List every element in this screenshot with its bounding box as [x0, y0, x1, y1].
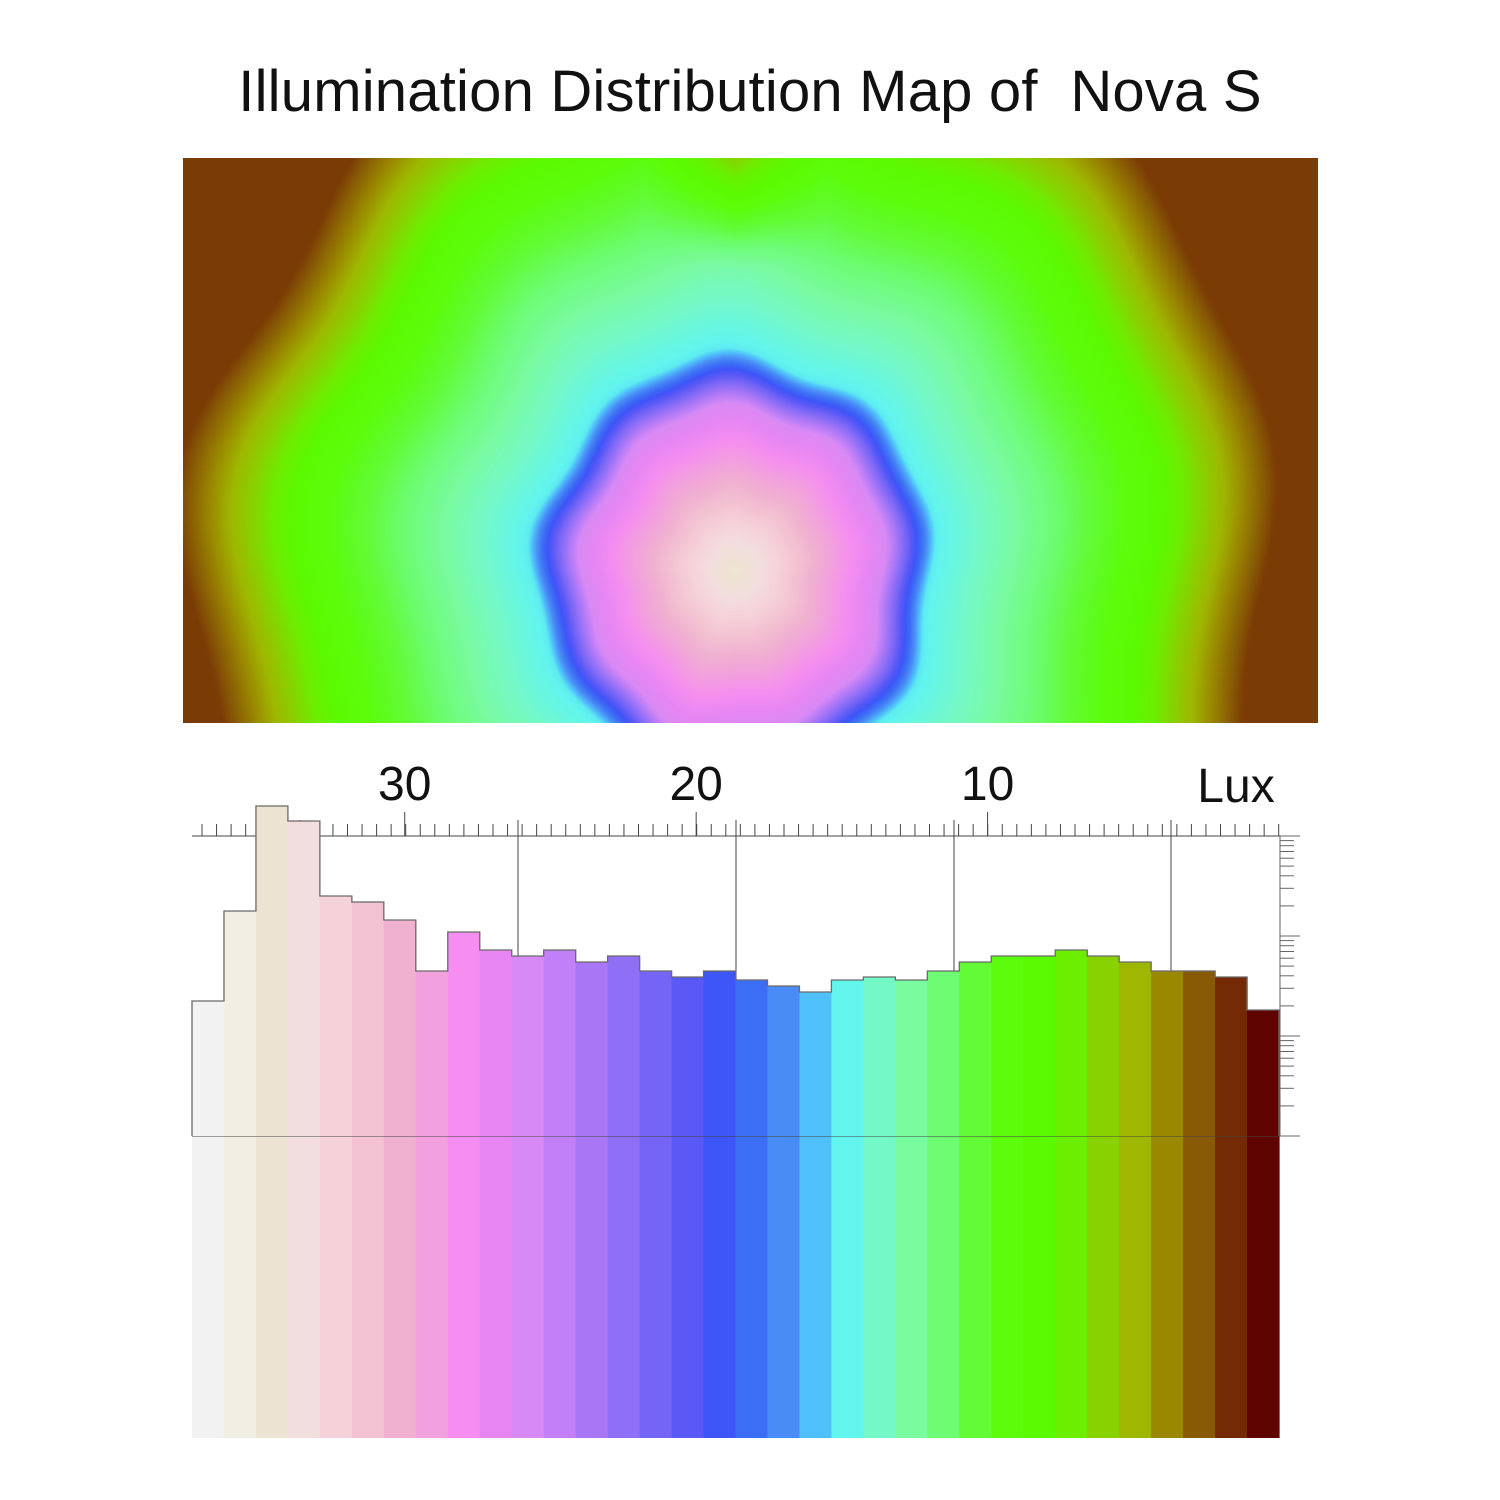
- color-scale-block: [767, 1136, 801, 1438]
- histogram-bin: [255, 806, 289, 1136]
- x-tick-label: 10: [961, 758, 1014, 811]
- color-scale-block: [703, 1136, 737, 1438]
- histogram-bin: [575, 962, 609, 1136]
- color-scale-block: [479, 1136, 513, 1438]
- chart-title: Illumination Distribution Map of Nova S: [238, 59, 1262, 124]
- histogram-bin: [799, 992, 833, 1136]
- histogram-bin: [1119, 962, 1152, 1136]
- color-scale-block: [671, 1136, 705, 1438]
- color-scale-block: [192, 1136, 225, 1438]
- histogram-bin: [192, 1001, 225, 1136]
- histogram-outline: [191, 805, 1280, 1136]
- histogram-bin: [767, 986, 801, 1136]
- histogram-bin: [543, 950, 577, 1136]
- color-scale-block: [1247, 1136, 1280, 1438]
- histogram-bin: [863, 977, 896, 1136]
- color-scale-block: [959, 1136, 992, 1438]
- x-axis-ticks: [201, 812, 1280, 836]
- color-scale-block: [1023, 1136, 1056, 1438]
- histogram-bin: [415, 971, 449, 1136]
- right-axis-ticks: [1279, 835, 1300, 1137]
- histogram-bin: [351, 902, 385, 1136]
- color-scale-block: [543, 1136, 577, 1438]
- color-scale-block: [255, 1136, 289, 1438]
- color-scale-block: [511, 1136, 545, 1438]
- color-scale-block: [1087, 1136, 1120, 1438]
- histogram-bin: [447, 932, 481, 1136]
- color-scale-block: [895, 1136, 928, 1438]
- color-scale-block: [735, 1136, 769, 1438]
- histogram-bin: [671, 977, 705, 1136]
- histogram-bin: [959, 962, 992, 1136]
- color-scale-block: [575, 1136, 609, 1438]
- histogram-bin: [319, 896, 353, 1136]
- histogram-bin: [383, 920, 417, 1136]
- histogram-bin: [511, 956, 545, 1136]
- illumination-heatmap: [183, 158, 1318, 723]
- histogram-bin: [639, 971, 673, 1136]
- color-scale-block: [319, 1136, 353, 1438]
- lux-histogram: 30 20 10 Lux: [191, 758, 1300, 1438]
- color-scale-block: [287, 1136, 321, 1438]
- color-scale-block: [863, 1136, 896, 1438]
- color-scale-block: [1215, 1136, 1248, 1438]
- histogram-bin: [991, 956, 1024, 1136]
- histogram-bin: [607, 956, 641, 1136]
- histogram-bin: [1183, 971, 1216, 1136]
- histogram-bin: [287, 821, 321, 1136]
- color-scale-block: [351, 1136, 385, 1438]
- color-scale-block: [223, 1136, 257, 1438]
- histogram-bin: [831, 980, 864, 1136]
- histogram-bins: [192, 806, 1280, 1136]
- histogram-bin: [895, 980, 928, 1136]
- histogram-bin: [223, 911, 257, 1136]
- histogram-bin: [479, 950, 513, 1136]
- color-scale-block: [383, 1136, 417, 1438]
- color-scale-block: [447, 1136, 481, 1438]
- color-scale-block: [1183, 1136, 1216, 1438]
- color-scale-block: [799, 1136, 833, 1438]
- histogram-bin: [1151, 971, 1184, 1136]
- color-scale-block: [639, 1136, 673, 1438]
- color-scale-block: [1055, 1136, 1088, 1438]
- histogram-bin: [927, 971, 960, 1136]
- color-scale-block: [415, 1136, 449, 1438]
- color-scale-bar: [192, 1136, 1280, 1438]
- histogram-bin: [1087, 956, 1120, 1136]
- color-scale-block: [1119, 1136, 1152, 1438]
- histogram-bin: [735, 980, 769, 1136]
- color-scale-block: [607, 1136, 641, 1438]
- histogram-bin: [703, 971, 737, 1136]
- x-tick-label: 20: [669, 758, 722, 811]
- histogram-bin: [1215, 977, 1248, 1136]
- histogram-bin: [1247, 1010, 1280, 1136]
- color-scale-block: [991, 1136, 1024, 1438]
- unit-label: Lux: [1197, 760, 1274, 813]
- histogram-bin: [1023, 956, 1056, 1136]
- color-scale-block: [927, 1136, 960, 1438]
- color-scale-block: [1151, 1136, 1184, 1438]
- x-tick-label: 30: [378, 758, 431, 811]
- histogram-bin: [1055, 950, 1088, 1136]
- color-scale-block: [831, 1136, 864, 1438]
- x-axis-labels: 30 20 10: [378, 758, 1014, 811]
